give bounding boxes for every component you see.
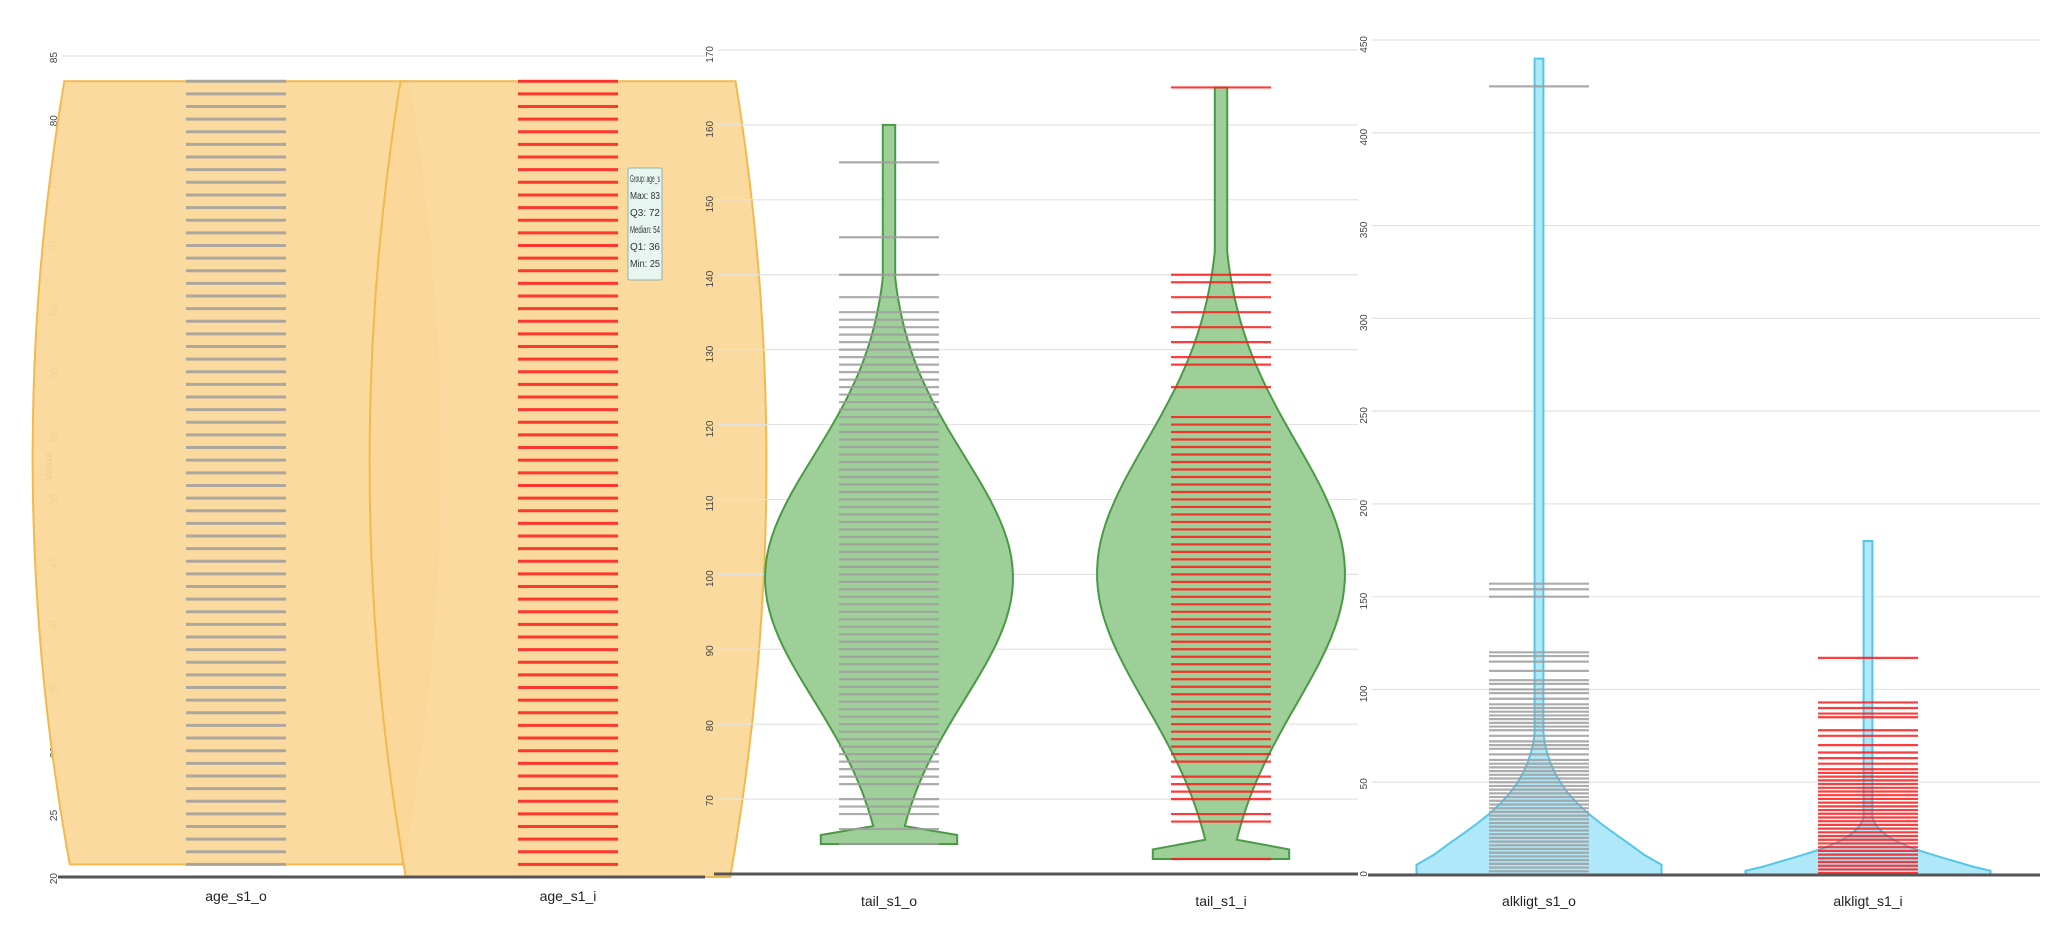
y-tick-label: 80 xyxy=(705,720,716,732)
tooltip-box xyxy=(627,167,663,281)
y-tick-label: 85 xyxy=(49,52,60,64)
y-tick-label: 130 xyxy=(705,345,716,362)
violin-shape xyxy=(1415,57,1663,876)
tooltip-line: Q1: 36 xyxy=(630,242,660,253)
y-tick-label: 70 xyxy=(705,795,716,807)
x-category-label: tail_s1_o xyxy=(861,893,917,909)
y-tick-label: 120 xyxy=(705,420,716,437)
y-tick-label: 90 xyxy=(705,645,716,657)
y-tick-label: 80 xyxy=(49,115,60,127)
x-category-label: tail_s1_i xyxy=(1195,893,1246,909)
y-tick-label: 25 xyxy=(49,809,60,821)
y-tick-label: 250 xyxy=(1359,407,1370,424)
y-tick-label: 0 xyxy=(1359,871,1370,877)
y-tick-label: 110 xyxy=(705,495,716,511)
y-tick-label: 200 xyxy=(1359,499,1370,516)
tooltip-line: Group: age_s xyxy=(630,174,660,185)
y-tick-label: 150 xyxy=(1359,592,1370,609)
y-tick-label: 170 xyxy=(705,46,716,63)
y-tick-label: 100 xyxy=(1359,685,1370,702)
violin-shape xyxy=(368,80,768,878)
violin-shape xyxy=(1096,86,1346,860)
y-tick-label: 100 xyxy=(705,570,716,587)
x-category-label: alkligt_s1_i xyxy=(1833,893,1902,909)
y-tick-label: 350 xyxy=(1359,221,1370,238)
tooltip-line: Q3: 72 xyxy=(630,208,660,219)
y-tick-label: 150 xyxy=(705,195,716,212)
y-tick-label: 400 xyxy=(1359,128,1370,145)
tooltip-line: Max: 83 xyxy=(630,191,660,202)
tooltip-line: Median: 54 xyxy=(630,225,660,236)
y-tick-label: 50 xyxy=(1359,778,1370,790)
y-tick-label: 20 xyxy=(49,873,60,885)
x-category-label: age_s1_o xyxy=(205,888,267,904)
tooltip-line: Min: 25 xyxy=(630,259,660,270)
y-tick-label: 450 xyxy=(1359,36,1370,53)
x-category-label: alkligt_s1_o xyxy=(1502,893,1576,909)
y-tick-label: 140 xyxy=(705,270,716,287)
y-tick-label: 300 xyxy=(1359,314,1370,331)
x-category-label: age_s1_i xyxy=(540,888,597,904)
y-tick-label: 160 xyxy=(705,120,716,137)
